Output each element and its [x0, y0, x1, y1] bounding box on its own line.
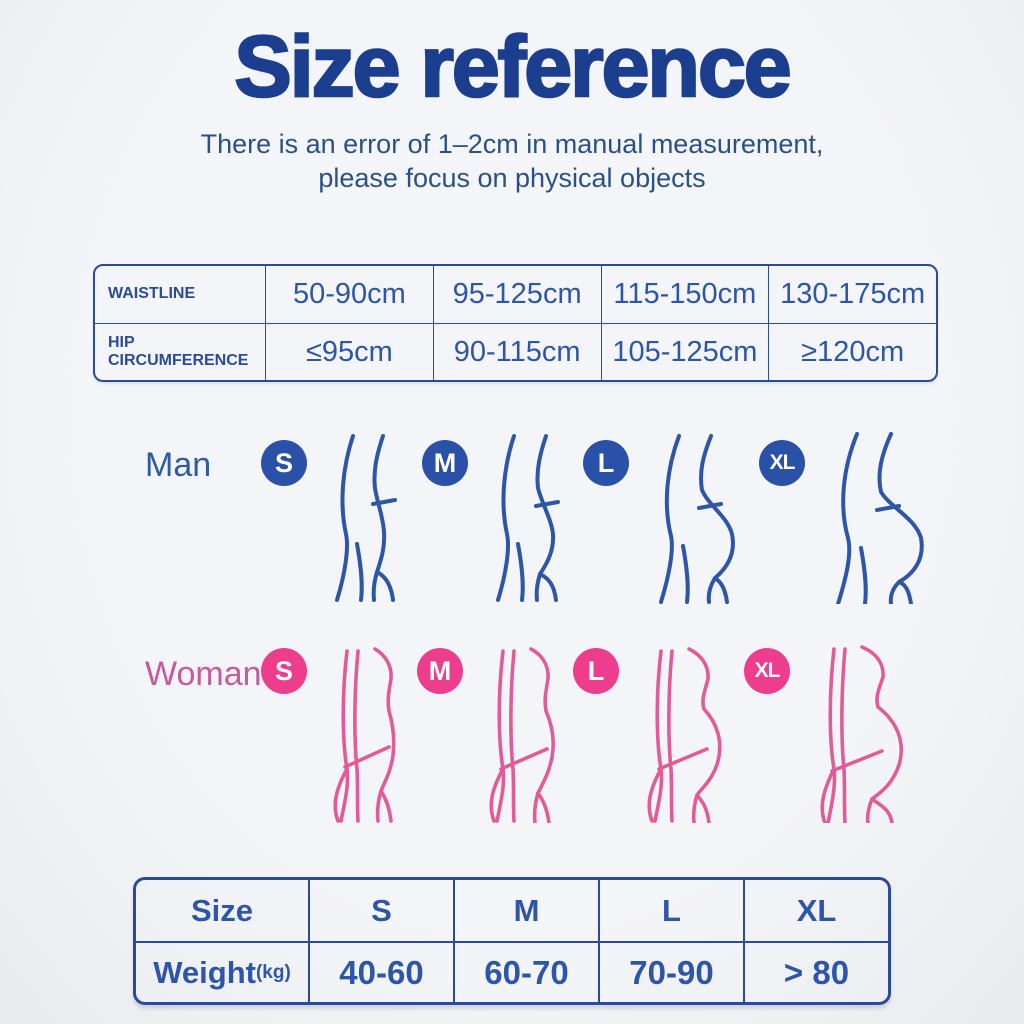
- weight-table-header-s: S: [308, 880, 453, 941]
- man-size-xl-group: XL: [759, 432, 946, 604]
- woman-size-s-group: S: [261, 645, 413, 823]
- woman-silhouette-l-icon: [647, 647, 722, 823]
- hip-row-label: HIP CIRCUMFERENCE: [95, 323, 265, 380]
- woman-size-m-group: M: [417, 645, 569, 823]
- man-size-row: Man S M L: [145, 432, 946, 604]
- subtitle-line-2: please focus on physical objects: [318, 162, 706, 193]
- man-size-l-badge: L: [583, 440, 629, 486]
- woman-size-l-badge: L: [573, 648, 619, 694]
- page-title: Size reference: [233, 18, 793, 117]
- hip-value-l: 105-125cm: [600, 323, 769, 380]
- woman-size-xl-group: XL: [744, 645, 926, 823]
- hip-value-s: ≤95cm: [265, 323, 433, 380]
- man-size-xl-badge: XL: [759, 440, 805, 486]
- woman-label: Woman: [145, 655, 262, 693]
- measurement-table: WAISTLINE 50-90cm 95-125cm 115-150cm 130…: [93, 264, 938, 382]
- woman-silhouette-m-icon: [489, 647, 555, 823]
- waistline-value-xl: 130-175cm: [768, 266, 936, 323]
- man-size-m-badge: M: [422, 440, 468, 486]
- hip-value-m: 90-115cm: [432, 323, 601, 380]
- weight-value-s: 40-60: [308, 941, 453, 1002]
- man-silhouette-l-icon: [659, 434, 735, 604]
- woman-size-s-badge: S: [261, 648, 307, 694]
- weight-label-text: Weight: [153, 954, 256, 990]
- woman-silhouette-s-icon: [333, 647, 396, 823]
- woman-silhouette-xl-icon: [820, 645, 904, 823]
- woman-size-row: Woman S M L: [145, 645, 926, 823]
- man-size-l-group: L: [583, 432, 755, 604]
- weight-table: Size S M L XL Weight (kg) 40-60 60-70 70-…: [133, 877, 891, 1005]
- weight-table-header-size: Size: [190, 892, 254, 928]
- weight-row-label: Weight (kg): [136, 941, 308, 1002]
- man-silhouette-s-icon: [335, 434, 397, 602]
- waistline-value-m: 95-125cm: [432, 266, 601, 323]
- hip-value-xl: ≥120cm: [768, 323, 936, 380]
- weight-value-m: 60-70: [453, 941, 598, 1002]
- weight-table-header-l: L: [598, 880, 743, 941]
- waistline-row-label: WAISTLINE: [108, 285, 196, 303]
- weight-table-header-m: M: [453, 880, 598, 941]
- woman-size-l-group: L: [573, 645, 740, 823]
- woman-size-xl-badge: XL: [744, 648, 790, 694]
- man-silhouette-xl-icon: [836, 432, 924, 604]
- man-silhouette-m-icon: [496, 434, 560, 602]
- man-label: Man: [145, 446, 212, 484]
- man-size-s-group: S: [261, 432, 418, 604]
- man-size-m-group: M: [422, 432, 579, 604]
- subtitle: There is an error of 1–2cm in manual mea…: [0, 128, 1024, 196]
- waistline-value-l: 115-150cm: [600, 266, 769, 323]
- weight-value-xl: > 80: [743, 941, 888, 1002]
- weight-value-l: 70-90: [598, 941, 743, 1002]
- waistline-value-s: 50-90cm: [265, 266, 433, 323]
- weight-label-unit: (kg): [255, 961, 291, 983]
- man-size-s-badge: S: [261, 440, 307, 486]
- subtitle-line-1: There is an error of 1–2cm in manual mea…: [200, 129, 824, 159]
- woman-size-m-badge: M: [417, 648, 463, 694]
- weight-table-header-xl: XL: [743, 880, 888, 941]
